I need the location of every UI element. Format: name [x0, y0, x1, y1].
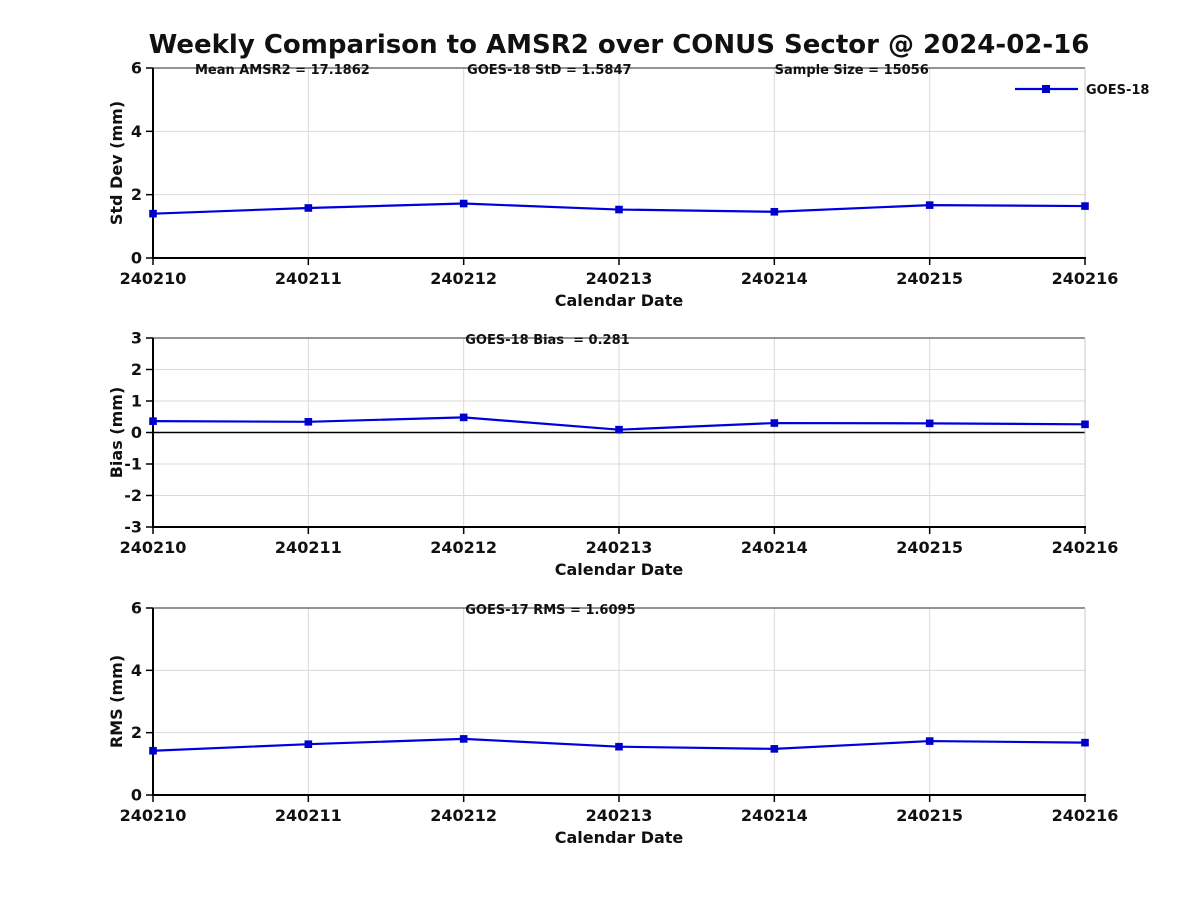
annotation: GOES-18 StD = 1.5847 [467, 63, 631, 78]
y-tick-label: -1 [124, 455, 142, 474]
panel-bias: 240210 240211 240212 240213 240214 240215 2402… [107, 329, 1118, 580]
y-tick-label: 1 [131, 392, 142, 411]
x-axis-label: Calendar Date [555, 828, 684, 847]
data-point-marker [1081, 420, 1089, 429]
data-point-marker [770, 207, 779, 216]
x-tick-label: 240212 [430, 269, 497, 288]
x-tick-label: 240211 [275, 538, 342, 557]
x-tick-label: 240213 [586, 269, 653, 288]
annotation: GOES-18 Bias = 0.281 [465, 333, 629, 348]
legend: GOES-18 [1015, 83, 1149, 98]
data-point-marker [615, 205, 623, 214]
x-tick-label: 240215 [896, 806, 963, 825]
data-point-marker [149, 209, 157, 218]
y-tick-label: 2 [131, 185, 142, 204]
y-tick-label: 0 [131, 423, 142, 442]
y-tick-label: 0 [131, 786, 142, 805]
annotation: Mean AMSR2 = 17.1862 [195, 63, 370, 78]
y-tick-label: 6 [131, 59, 142, 78]
chart-title: Weekly Comparison to AMSR2 over CONUS Se… [149, 30, 1090, 60]
data-point-marker [770, 419, 779, 427]
annotation: GOES-17 RMS = 1.6095 [465, 603, 635, 618]
data-point-marker [1081, 738, 1089, 747]
data-point-marker [459, 199, 468, 208]
x-tick-label: 240215 [896, 538, 963, 557]
data-point-marker [770, 745, 779, 753]
chart-panels: 240210 240211 240212 240213 240214 240215 2402… [107, 59, 1149, 848]
y-axis-label: Std Dev (mm) [107, 101, 126, 225]
y-tick-label: 2 [131, 360, 142, 379]
y-tick-label: -3 [124, 518, 142, 537]
data-point-marker [149, 746, 157, 755]
y-tick-label: 4 [131, 661, 142, 680]
data-point-marker [615, 425, 623, 434]
x-tick-label: 240214 [741, 538, 808, 557]
panel-rms: 240210 240211 240212 240213 240214 240215 2402… [107, 599, 1118, 848]
panel-stddev: 240210 240211 240212 240213 240214 240215 2402… [107, 59, 1149, 311]
x-tick-label: 240216 [1052, 269, 1119, 288]
data-point-marker [925, 737, 934, 745]
data-point-marker [925, 419, 934, 428]
y-axis-label: Bias (mm) [107, 387, 126, 479]
data-point-marker [304, 204, 313, 212]
x-tick-label: 240213 [586, 806, 653, 825]
x-tick-label: 240215 [896, 269, 963, 288]
x-axis-label: Calendar Date [555, 560, 684, 579]
data-point-marker [459, 413, 468, 422]
x-tick-label: 240213 [586, 538, 653, 557]
x-tick-label: 240211 [275, 269, 342, 288]
annotation: Sample Size = 15056 [775, 63, 929, 78]
x-tick-label: 240212 [430, 538, 497, 557]
x-tick-label: 240210 [120, 269, 187, 288]
x-tick-label: 240214 [741, 806, 808, 825]
data-point-marker [459, 735, 468, 743]
y-tick-label: 3 [131, 329, 142, 348]
x-tick-label: 240216 [1052, 806, 1119, 825]
y-tick-label: 6 [131, 599, 142, 618]
y-tick-label: 4 [131, 122, 142, 141]
x-tick-label: 240210 [120, 538, 187, 557]
data-point-marker [615, 742, 623, 751]
data-point-marker [304, 740, 313, 748]
data-point-marker [1081, 202, 1089, 210]
data-point-marker [304, 417, 313, 426]
x-tick-label: 240212 [430, 806, 497, 825]
legend-marker [1042, 85, 1050, 93]
x-axis-label: Calendar Date [555, 291, 684, 310]
data-point-marker [149, 417, 157, 425]
x-tick-label: 240210 [120, 806, 187, 825]
y-axis-label: RMS (mm) [107, 655, 126, 748]
x-tick-label: 240216 [1052, 538, 1119, 557]
y-tick-label: -2 [124, 486, 142, 505]
data-point-marker [925, 201, 934, 209]
x-tick-label: 240214 [741, 269, 808, 288]
x-tick-label: 240211 [275, 806, 342, 825]
legend-label: GOES-18 [1086, 83, 1149, 98]
y-tick-label: 0 [131, 249, 142, 268]
y-tick-label: 2 [131, 723, 142, 742]
